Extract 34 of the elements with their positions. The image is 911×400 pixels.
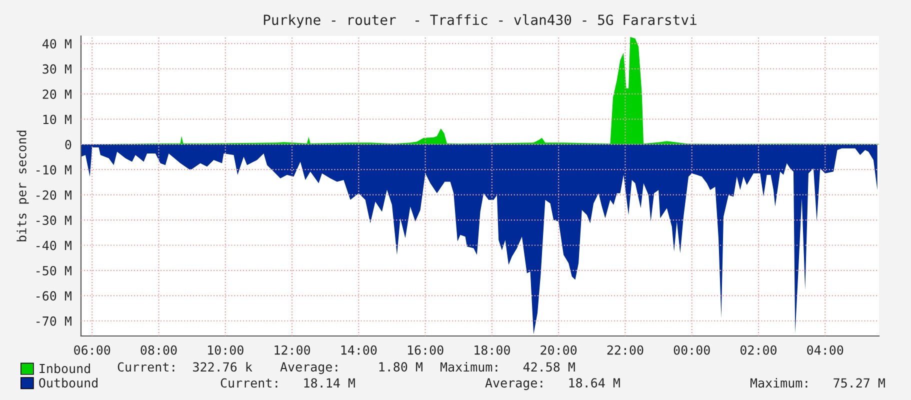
text: Current: 322.76 k (118, 362, 252, 372)
y-tick-label: 30 M (42, 64, 72, 74)
y-tick-label: 10 M (43, 114, 72, 124)
x-tick-label: 10:00 (208, 345, 244, 355)
x-tick-label: 16:00 (408, 345, 444, 355)
x-tick-label: 08:00 (140, 345, 177, 355)
x-tick-label: 22:00 (607, 345, 644, 355)
x-tick-label: 14:00 (341, 345, 377, 355)
y-tick-label: -30 M (36, 216, 72, 225)
y-tick-label: 40 M (42, 39, 72, 49)
x-tick-label: 18:00 (474, 345, 510, 355)
y-tick-label: -60 M (36, 291, 72, 301)
x-tick-label: 12:00 (274, 345, 310, 355)
x-tick-label: 00:00 (674, 345, 710, 355)
y-tick-label: -40 M (36, 240, 72, 250)
x-tick-label: 04:00 (807, 345, 844, 355)
y-tick-label: -70 M (36, 316, 72, 326)
x-tick-label: 20:00 (540, 345, 577, 355)
y-tick-label: -10 M (36, 165, 72, 175)
text: Average: 1.80 M (280, 362, 422, 374)
text: Current: 18.14 M (220, 378, 355, 388)
y-tick-label: -50 M (36, 266, 72, 276)
y-tick-label: -20 M (36, 190, 72, 200)
text: Maximum: 75.27 M (750, 378, 885, 388)
legend-label: Outbound (39, 378, 98, 388)
legend-label: Inbound (40, 364, 90, 374)
y-tick-label: 20 M (42, 89, 72, 99)
chart-title: Purkyne - router - Traffic - vlan430 - 5G Fararstvi (264, 14, 696, 28)
x-tick-label: 06:00 (74, 345, 110, 355)
y-axis-title: bits per second (16, 130, 29, 242)
x-tick-label: 02:00 (740, 345, 776, 355)
text: Average: 18.64 M (485, 378, 620, 390)
text: Maximum: 42.58 M (440, 362, 575, 372)
y-tick-label: 0 (65, 140, 72, 150)
